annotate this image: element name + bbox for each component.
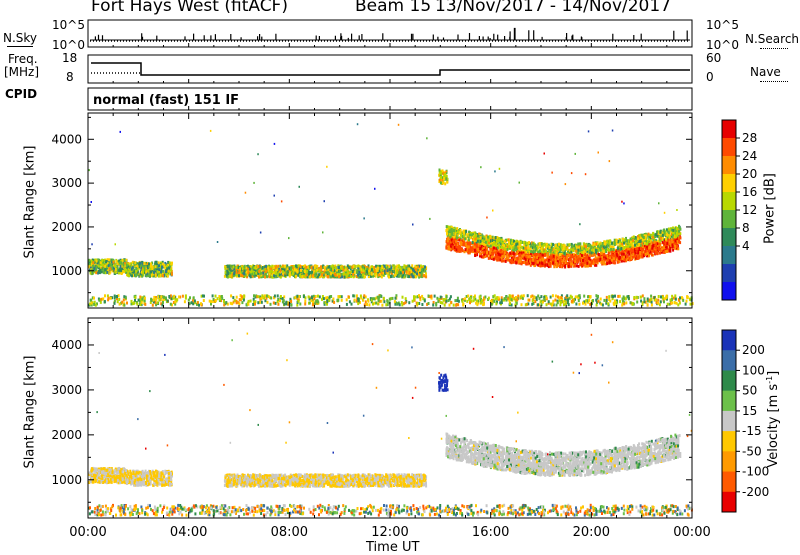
nsky-panel-frame: [88, 20, 692, 47]
velocity-colorbar-swatch: [722, 330, 736, 351]
power-colorbar-swatch: [722, 156, 736, 175]
velocity-colorbar-tick-label: 200: [742, 343, 765, 357]
velocity-ytick-label: 2000: [51, 428, 82, 442]
velocity-panel-frame: [88, 318, 692, 518]
velocity-colorbar-tick-label: -15: [742, 424, 762, 438]
nsky-spikes: [95, 28, 687, 40]
freq-trace: [91, 63, 690, 75]
power-colorbar-tick-label: 4: [742, 239, 750, 253]
power-colorbar-swatch: [722, 282, 736, 301]
power-colorbar-tick-label: 8: [742, 221, 750, 235]
power-ytick-label: 4000: [51, 132, 82, 146]
power-ytick-label: 3000: [51, 176, 82, 190]
velocity-colorbar-tick-label: 15: [742, 404, 757, 418]
velocity-colorbar-swatch: [722, 451, 736, 472]
velocity-colorbar-tick-label: -50: [742, 444, 762, 458]
velocity-colorbar-tick-label: -100: [742, 465, 769, 479]
power-colorbar-swatch: [722, 210, 736, 229]
velocity-colorbar-swatch: [722, 391, 736, 412]
power-colorbar-swatch: [722, 174, 736, 193]
xtick-label: 08:00: [271, 525, 308, 540]
velocity-colorbar-tick-label: 100: [742, 363, 765, 377]
freq-panel-frame: [88, 55, 692, 83]
velocity-ytick-label: 4000: [51, 338, 82, 352]
velocity-colorbar-swatch: [722, 492, 736, 513]
power-colorbar-swatch: [722, 120, 736, 139]
power-colorbar-tick-label: 28: [742, 131, 757, 145]
power-colorbar-swatch: [722, 192, 736, 211]
xtick-label: 04:00: [170, 525, 207, 540]
velocity-colorbar-swatch: [722, 350, 736, 371]
velocity-colorbar-tick-label: -200: [742, 485, 769, 499]
xtick-label: 00:00: [69, 525, 106, 540]
xtick-label: 00:00: [673, 525, 710, 540]
power-colorbar-tick-label: 16: [742, 185, 757, 199]
velocity-colorbar-tick-label: 50: [742, 384, 757, 398]
power-colorbar-swatch: [722, 264, 736, 283]
power-ytick-label: 1000: [51, 264, 82, 278]
velocity-colorbar-swatch: [722, 411, 736, 432]
power-colorbar-tick-label: 12: [742, 203, 757, 217]
xtick-label: 16:00: [472, 525, 509, 540]
power-colorbar-tick-label: 20: [742, 167, 757, 181]
velocity-ytick-label: 3000: [51, 383, 82, 397]
power-colorbar-swatch: [722, 246, 736, 265]
velocity-colorbar-swatch: [722, 370, 736, 391]
xtick-label: 20:00: [573, 525, 610, 540]
velocity-colorbar-swatch: [722, 472, 736, 493]
power-colorbar-swatch: [722, 228, 736, 247]
power-panel-frame: [88, 113, 692, 308]
velocity-colorbar-swatch: [722, 431, 736, 452]
velocity-ytick-label: 1000: [51, 473, 82, 487]
power-ytick-label: 2000: [51, 220, 82, 234]
power-colorbar-tick-label: 24: [742, 149, 757, 163]
xtick-label: 12:00: [371, 525, 408, 540]
power-colorbar-swatch: [722, 138, 736, 157]
